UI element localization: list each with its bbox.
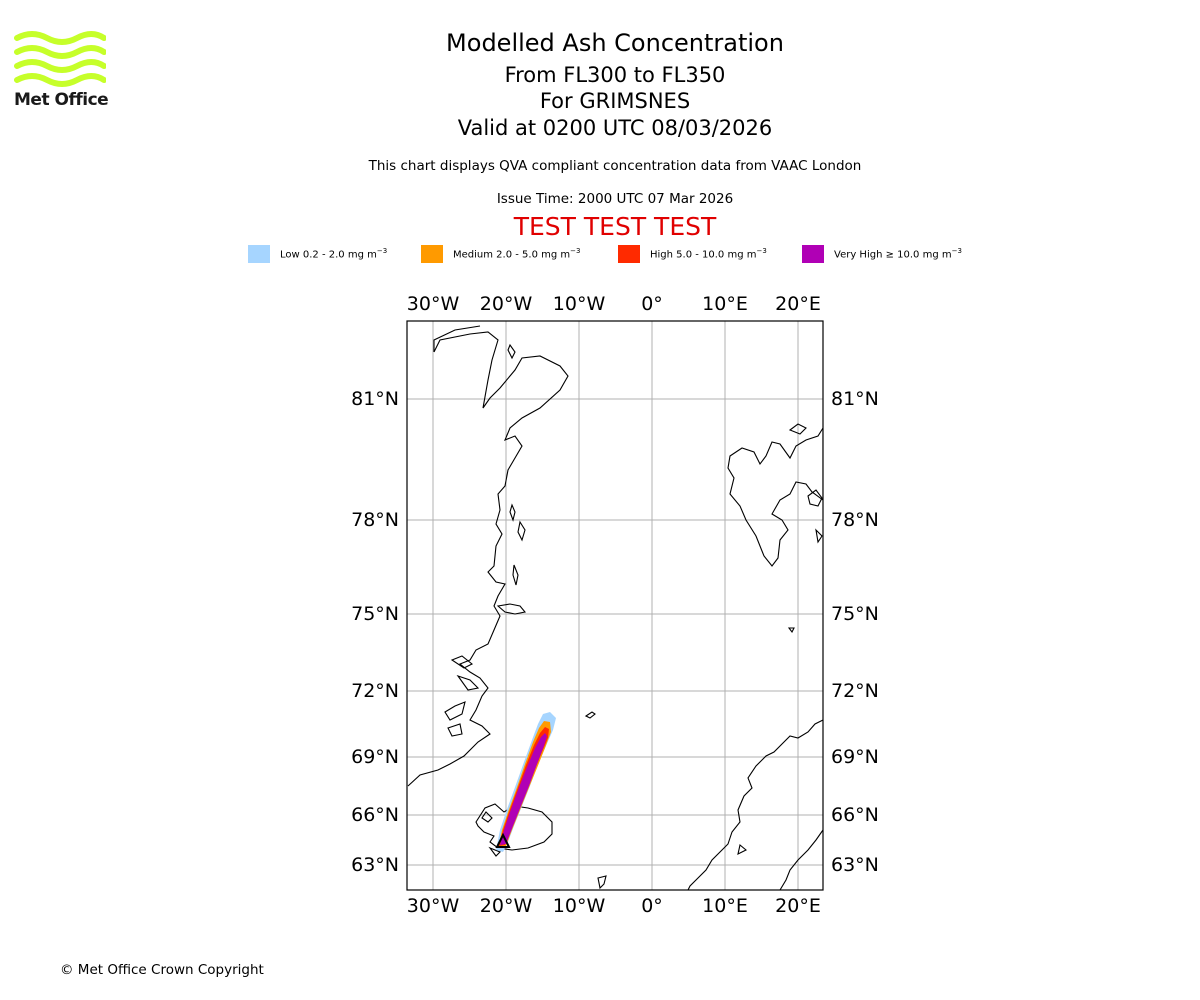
lat-label-75n-left: 75°N <box>351 603 399 625</box>
norway-coast <box>687 719 823 890</box>
legend-label-very-high: Very High ≥ 10.0 mg m−3 <box>834 247 962 261</box>
lon-label-10e-top: 10°E <box>702 293 748 315</box>
lon-label-20w-bottom: 20°W <box>480 895 533 917</box>
lon-label-0-top: 0° <box>641 293 663 315</box>
lat-label-69n-right: 69°N <box>831 746 879 768</box>
map-frame-background <box>407 321 823 890</box>
legend-item-medium: Medium 2.0 - 5.0 mg m−3 <box>421 244 580 264</box>
lat-label-72n-right: 72°N <box>831 680 879 702</box>
lon-label-10e-bottom: 10°E <box>702 895 748 917</box>
lat-label-72n-left: 72°N <box>351 680 399 702</box>
logo-text: Met Office <box>14 90 109 110</box>
chart-description: This chart displays QVA compliant concen… <box>368 158 862 174</box>
volcano-triangle-icon <box>495 832 511 848</box>
lat-label-78n-right: 78°N <box>831 509 879 531</box>
lat-label-75n-right: 75°N <box>831 603 879 625</box>
coastlines <box>407 325 823 890</box>
lat-label-78n-left: 78°N <box>351 509 399 531</box>
logo-waves <box>14 31 106 87</box>
greenland-coast <box>407 331 569 787</box>
lat-label-81n-right: 81°N <box>831 388 879 410</box>
lat-label-66n-right: 66°N <box>831 804 879 826</box>
legend-item-high: High 5.0 - 10.0 mg m−3 <box>618 244 767 264</box>
lat-label-66n-left: 66°N <box>351 804 399 826</box>
legend-label-high: High 5.0 - 10.0 mg m−3 <box>650 247 767 261</box>
legend-swatch-very-high <box>802 245 824 263</box>
lon-label-20e-bottom: 20°E <box>775 895 821 917</box>
ash-map: 30°W 20°W 10°W 0° 10°E 20°E 30°W 20°W 10… <box>351 293 879 917</box>
valid-time: Valid at 0200 UTC 08/03/2026 <box>457 116 773 140</box>
lat-label-63n-right: 63°N <box>831 854 879 876</box>
legend-swatch-high <box>618 245 640 263</box>
legend-swatch-low <box>248 245 270 263</box>
legend-label-low: Low 0.2 - 2.0 mg m−3 <box>280 247 388 261</box>
iceland-coast <box>475 803 553 851</box>
lon-label-30w-bottom: 30°W <box>407 895 460 917</box>
test-banner: TEST TEST TEST <box>513 212 717 241</box>
lat-label-81n-left: 81°N <box>351 388 399 410</box>
left-latitude-labels: 81°N 78°N 75°N 72°N 69°N 66°N 63°N <box>351 388 399 876</box>
lon-label-20w-top: 20°W <box>480 293 533 315</box>
legend-label-medium: Medium 2.0 - 5.0 mg m−3 <box>453 247 581 261</box>
lat-label-69n-left: 69°N <box>351 746 399 768</box>
copyright-notice: © Met Office Crown Copyright <box>60 962 264 978</box>
legend-item-low: Low 0.2 - 2.0 mg m−3 <box>248 244 387 264</box>
ash-plume <box>496 712 556 852</box>
lon-label-20e-top: 20°E <box>775 293 821 315</box>
legend-swatch-medium <box>421 245 443 263</box>
map-gridlines <box>407 321 823 890</box>
bottom-longitude-labels: 30°W 20°W 10°W 0° 10°E 20°E <box>407 895 821 917</box>
lon-label-0-bottom: 0° <box>641 895 663 917</box>
met-office-logo-icon <box>14 31 106 87</box>
lat-label-63n-left: 63°N <box>351 854 399 876</box>
lon-label-10w-top: 10°W <box>553 293 606 315</box>
plume-very-high <box>500 733 547 845</box>
svalbard-coast <box>727 426 823 567</box>
top-longitude-labels: 30°W 20°W 10°W 0° 10°E 20°E <box>407 293 821 315</box>
flight-levels: From FL300 to FL350 <box>504 63 726 87</box>
volcano-name: For GRIMSNES <box>539 89 691 113</box>
lon-label-30w-top: 30°W <box>407 293 460 315</box>
right-latitude-labels: 81°N 78°N 75°N 72°N 69°N 66°N 63°N <box>831 388 879 876</box>
lon-label-10w-bottom: 10°W <box>553 895 606 917</box>
chart-title: Modelled Ash Concentration <box>446 29 784 57</box>
legend-item-very-high: Very High ≥ 10.0 mg m−3 <box>802 244 962 264</box>
issue-time: Issue Time: 2000 UTC 07 Mar 2026 <box>496 191 734 207</box>
map-frame <box>406 320 824 891</box>
